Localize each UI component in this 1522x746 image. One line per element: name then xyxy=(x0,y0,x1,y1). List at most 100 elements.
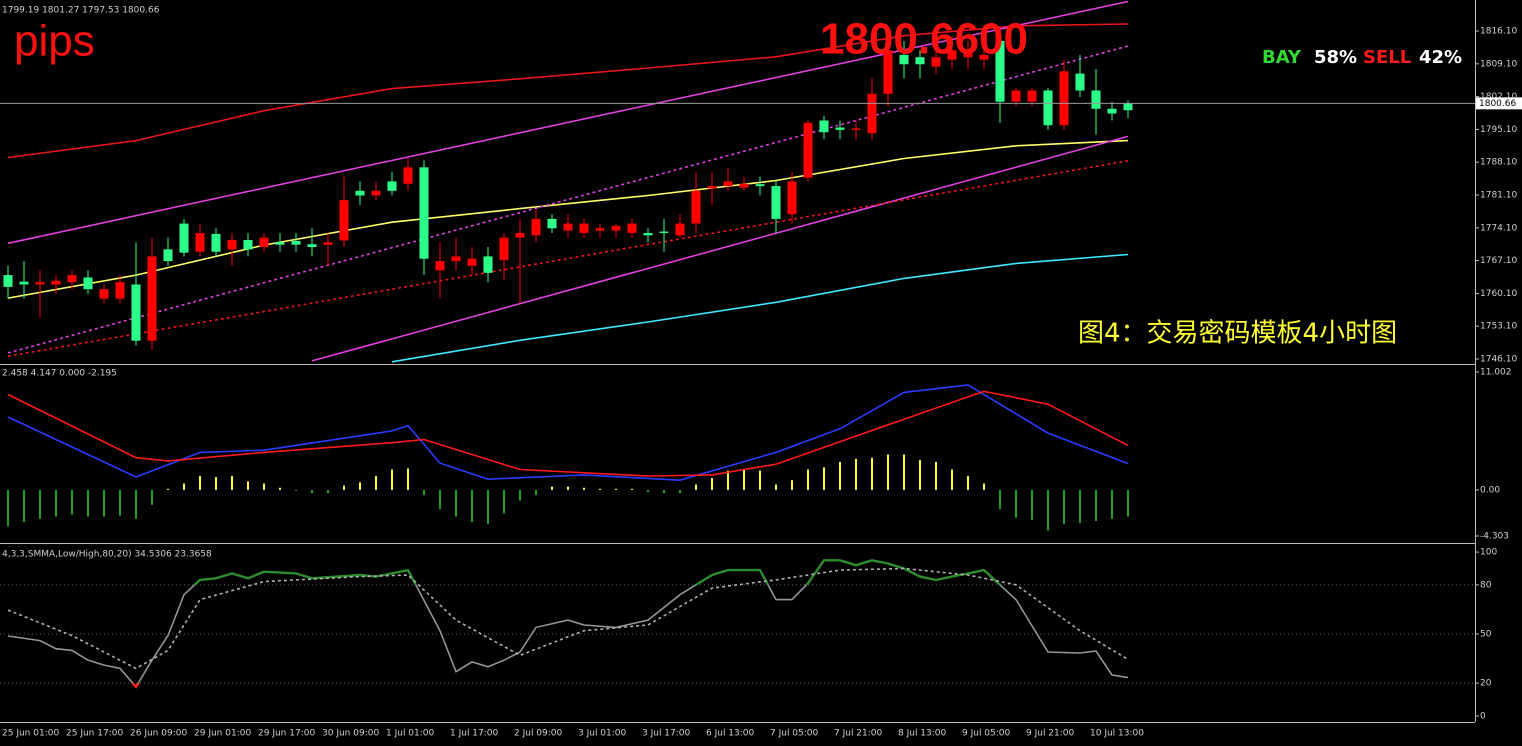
candle-body xyxy=(1027,90,1037,102)
candle-body xyxy=(835,127,845,130)
candle-body xyxy=(515,232,525,238)
candle-body xyxy=(563,223,573,231)
candle-body xyxy=(179,223,189,253)
indicator-line xyxy=(7,45,1129,354)
candle-body xyxy=(1091,90,1101,109)
indicator-line xyxy=(7,390,1129,477)
candle-body xyxy=(307,244,317,248)
x-tick-label: 25 Jun 01:00 xyxy=(2,729,59,739)
candle-body xyxy=(275,242,285,245)
y-tick-label: 1816.10 xyxy=(1480,26,1517,36)
candle-body xyxy=(931,57,941,67)
candle-body xyxy=(883,50,893,94)
y-tick-label: 1788.10 xyxy=(1480,158,1517,168)
x-tick-label: 8 Jul 13:00 xyxy=(898,729,947,739)
last-price-label: 1800.66 xyxy=(1479,99,1516,109)
candle-body xyxy=(467,258,477,266)
candle-body xyxy=(771,186,781,219)
candle-body xyxy=(387,181,397,191)
x-tick-label: 1 Jul 17:00 xyxy=(450,729,499,739)
y-tick-label: 20 xyxy=(1480,679,1492,689)
candle-body xyxy=(195,232,205,252)
candle-body xyxy=(675,223,685,236)
y-tick-label: 0 xyxy=(1480,711,1486,721)
x-tick-label: 25 Jun 17:00 xyxy=(66,729,123,739)
candle-body xyxy=(147,256,157,341)
indicator-line xyxy=(311,135,1129,362)
candle-body xyxy=(739,183,749,188)
x-tick-label: 1 Jul 01:00 xyxy=(386,729,435,739)
candle-body xyxy=(899,54,909,65)
candle-body xyxy=(291,240,301,245)
indicator-line xyxy=(391,253,1129,363)
candle-body xyxy=(707,186,717,189)
y-tick-label: 0.00 xyxy=(1480,485,1500,495)
candle-body xyxy=(339,200,349,241)
candle-body xyxy=(371,190,381,196)
stochastic-pane xyxy=(0,559,1475,689)
candle-body xyxy=(403,167,413,184)
candle-body xyxy=(915,57,925,65)
candle-body xyxy=(131,284,141,341)
candle-body xyxy=(803,122,813,178)
candle-body xyxy=(1011,90,1021,102)
pane-header: 4,3,3,SMMA,Low/High,80,20) 34.5306 23.36… xyxy=(2,550,212,560)
candle-body xyxy=(691,190,701,224)
candle-body xyxy=(483,256,493,273)
candle-body xyxy=(355,190,365,196)
y-tick-label: 80 xyxy=(1480,580,1492,590)
pips-label: pips xyxy=(14,17,95,66)
candle-body xyxy=(979,54,989,60)
y-tick-label: 1781.10 xyxy=(1480,191,1517,201)
candle-body xyxy=(787,181,797,215)
candle-body xyxy=(435,261,445,271)
candle-body xyxy=(611,225,621,231)
y-tick-label: 50 xyxy=(1480,630,1492,640)
candle-body xyxy=(3,275,13,287)
candle-body xyxy=(19,281,29,285)
y-tick-label: 1802.10 xyxy=(1480,92,1517,102)
last-price-box xyxy=(1476,97,1522,110)
candle-body xyxy=(1123,103,1133,111)
x-tick-label: 29 Jun 17:00 xyxy=(258,729,315,739)
pane-header: 1799.19 1801.27 1797.53 1800.66 xyxy=(2,6,160,16)
x-tick-label: 10 Jul 13:00 xyxy=(1090,729,1144,739)
indicator-line xyxy=(7,139,1129,299)
buy-percent: 58% xyxy=(1314,47,1357,68)
indicator-line xyxy=(7,23,1129,159)
candle-body xyxy=(643,232,653,236)
buy-label: BAY xyxy=(1262,47,1302,68)
candle-body xyxy=(1043,90,1053,126)
y-tick-label: 1774.10 xyxy=(1480,223,1517,233)
candle-body xyxy=(723,181,733,187)
y-tick-label: 1753.10 xyxy=(1480,322,1517,332)
candle-body xyxy=(211,233,221,252)
candle-body xyxy=(67,275,77,283)
candle-body xyxy=(819,120,829,133)
x-tick-label: 7 Jul 05:00 xyxy=(770,729,819,739)
y-tick-label: 1746.10 xyxy=(1480,355,1517,365)
candle-body xyxy=(115,282,125,299)
y-tick-label: 100 xyxy=(1480,548,1497,558)
x-tick-label: 2 Jul 09:00 xyxy=(514,729,563,739)
caption: 图4：交易密码模板4小时图 xyxy=(1078,319,1397,349)
y-tick-label: -4.303 xyxy=(1480,531,1509,541)
candle-body xyxy=(995,40,1005,102)
indicator-line xyxy=(7,384,1129,482)
candle-body xyxy=(531,218,541,236)
x-tick-label: 29 Jun 01:00 xyxy=(194,729,251,739)
y-tick-label: 1760.10 xyxy=(1480,289,1517,299)
sell-percent: 42% xyxy=(1419,47,1462,68)
x-tick-label: 9 Jul 05:00 xyxy=(962,729,1011,739)
candle-body xyxy=(51,280,61,285)
candle-body xyxy=(755,184,765,187)
candle-body xyxy=(963,52,973,58)
candle-body xyxy=(451,256,461,262)
x-tick-label: 7 Jul 21:00 xyxy=(834,729,883,739)
indicator-line xyxy=(7,1,1129,245)
x-tick-label: 3 Jul 17:00 xyxy=(642,729,691,739)
candle-body xyxy=(35,282,45,285)
